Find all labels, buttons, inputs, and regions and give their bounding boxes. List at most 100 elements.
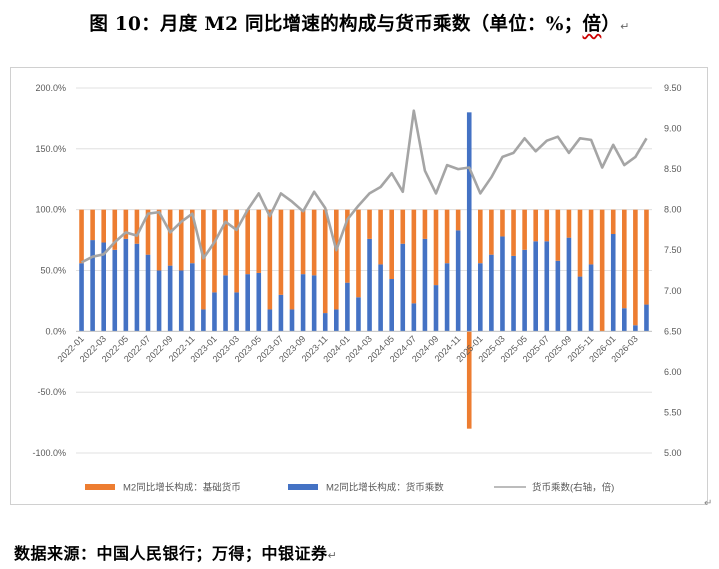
bar-multiplier-part bbox=[633, 325, 638, 332]
bar-base-money bbox=[345, 209, 350, 283]
left-tick-label: -50.0% bbox=[37, 387, 66, 397]
bar-multiplier-part bbox=[356, 297, 361, 332]
bar-multiplier-part bbox=[267, 309, 273, 332]
legend-swatch bbox=[288, 484, 318, 490]
bar-base-money bbox=[511, 209, 516, 256]
bar-multiplier-part bbox=[311, 275, 317, 332]
bar-multiplier-part bbox=[101, 242, 106, 332]
bar-base-money bbox=[588, 209, 594, 265]
bar-base-money bbox=[378, 209, 383, 265]
bar-base-money bbox=[422, 209, 428, 239]
bar-multiplier-part bbox=[300, 274, 306, 332]
bar-multiplier-part bbox=[256, 272, 262, 332]
chart-frame bbox=[10, 67, 708, 505]
multiplier-line bbox=[80, 109, 648, 264]
bar-multiplier-part bbox=[566, 237, 572, 332]
bar-multiplier-part bbox=[156, 270, 162, 332]
bar-base-money bbox=[245, 209, 250, 275]
bar-base-money bbox=[555, 209, 561, 261]
bar-base-money bbox=[234, 209, 239, 293]
right-tick-label: 9.00 bbox=[664, 124, 682, 134]
right-tick-label: 8.50 bbox=[664, 164, 682, 174]
bar-multiplier-part bbox=[511, 255, 516, 332]
right-tick-label: 5.50 bbox=[664, 407, 682, 417]
bar-base-money bbox=[367, 209, 372, 239]
bar-multiplier-part bbox=[478, 263, 483, 332]
bar-base-money bbox=[577, 209, 583, 277]
bar-multiplier-part bbox=[522, 249, 527, 332]
left-axis-ticks: -100.0% -50.0% 0.0% 50.0% 100.0% 150.0% 200.0% bbox=[32, 83, 66, 458]
bar-multiplier-part bbox=[367, 238, 372, 332]
bar-base-money bbox=[610, 209, 616, 234]
bar-multiplier-part bbox=[145, 254, 151, 332]
bar-multiplier-part bbox=[223, 275, 228, 332]
bar-multiplier-part bbox=[500, 236, 505, 332]
bar-base-money bbox=[123, 209, 129, 239]
bar-multiplier-part bbox=[201, 309, 206, 332]
bar-multiplier-part bbox=[455, 230, 461, 332]
bar-multiplier-part bbox=[389, 279, 394, 332]
bar-base-money bbox=[134, 209, 140, 244]
paragraph-mark-icon: ↵ bbox=[620, 20, 630, 33]
bar-base-money bbox=[411, 209, 417, 304]
bar-multiplier-part bbox=[466, 112, 472, 332]
legend-swatch bbox=[85, 484, 115, 490]
bar-base-money bbox=[478, 209, 483, 264]
left-tick-label: 150.0% bbox=[35, 144, 66, 154]
bar-base-money bbox=[533, 209, 538, 242]
bar-base-money bbox=[190, 209, 195, 264]
bar-multiplier-part bbox=[212, 292, 217, 332]
paragraph-mark-icon: ↵ bbox=[327, 549, 338, 562]
bar-multiplier-part bbox=[378, 264, 383, 332]
bar-multiplier-part bbox=[489, 254, 494, 332]
right-tick-label: 7.50 bbox=[664, 245, 682, 255]
bar-base-money bbox=[212, 209, 217, 293]
bar-base-money bbox=[300, 209, 306, 275]
right-tick-label: 6.50 bbox=[664, 326, 682, 336]
bar-base-money bbox=[466, 331, 472, 429]
bar-base-money bbox=[223, 209, 228, 276]
right-tick-label: 8.00 bbox=[664, 205, 682, 215]
bar-base-money bbox=[178, 209, 184, 271]
bar-base-money bbox=[544, 209, 550, 242]
bar-multiplier-part bbox=[622, 308, 627, 332]
bar-base-money bbox=[278, 209, 284, 295]
bar-base-money bbox=[622, 209, 627, 309]
bar-base-money bbox=[455, 209, 461, 231]
bar-multiplier-part bbox=[610, 234, 616, 332]
bar-multiplier-part bbox=[334, 309, 339, 332]
bar-base-money bbox=[433, 209, 439, 286]
line-series bbox=[80, 109, 648, 264]
right-tick-label: 9.50 bbox=[664, 83, 682, 93]
legend: M2同比增长构成：基础货币 M2同比增长构成：货币乘数 货币乘数(右轴，倍) bbox=[85, 482, 614, 494]
bar-multiplier-part bbox=[345, 282, 350, 332]
bar-multiplier-part bbox=[134, 243, 140, 332]
bar-base-money bbox=[489, 209, 494, 255]
bar-multiplier-part bbox=[588, 264, 594, 332]
legend-label: M2同比增长构成：货币乘数 bbox=[326, 482, 444, 494]
bar-multiplier-part bbox=[178, 270, 184, 332]
bar-multiplier-part bbox=[577, 276, 583, 332]
bar-multiplier-part bbox=[533, 241, 538, 332]
bar-multiplier-part bbox=[167, 265, 173, 332]
left-tick-label: 50.0% bbox=[40, 266, 66, 276]
bar-base-money bbox=[90, 209, 95, 241]
bar-multiplier-part bbox=[433, 285, 439, 332]
right-axis-ticks: 5.00 5.50 6.00 6.50 7.00 7.50 8.00 8.50 9.00 9.50 bbox=[664, 83, 682, 458]
bar-base-money bbox=[334, 209, 339, 310]
bar-base-money bbox=[389, 209, 394, 280]
bar-base-money bbox=[322, 209, 328, 314]
bar-base-money bbox=[356, 209, 361, 298]
bar-base-money bbox=[289, 209, 295, 310]
bar-multiplier-part bbox=[289, 309, 295, 332]
bar-multiplier-part bbox=[422, 238, 428, 332]
data-source: 数据来源：中国人民银行；万得；中银证券↵ bbox=[14, 544, 338, 563]
corner-mark-icon: ↵ bbox=[704, 498, 713, 509]
right-tick-label: 6.00 bbox=[664, 367, 682, 377]
bar-base-money bbox=[444, 209, 450, 264]
bar-base-money bbox=[112, 209, 118, 250]
right-tick-label: 7.00 bbox=[664, 286, 682, 296]
bar-base-money bbox=[644, 209, 649, 305]
legend-label: M2同比增长构成：基础货币 bbox=[123, 482, 241, 494]
